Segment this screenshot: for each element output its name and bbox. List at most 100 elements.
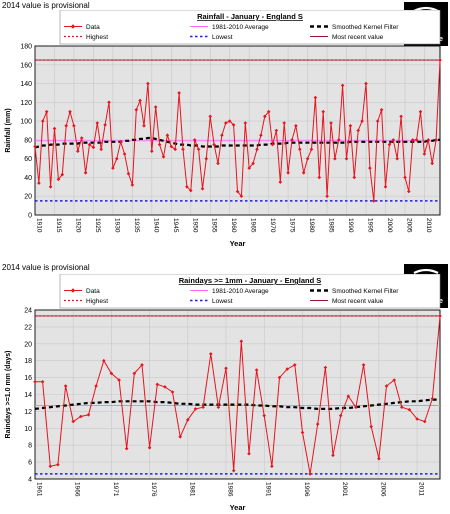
data-point xyxy=(235,189,240,194)
data-point xyxy=(161,155,166,159)
y-tick-label: 0 xyxy=(28,213,32,220)
data-point xyxy=(68,109,72,114)
y-tick-label: 160 xyxy=(20,62,32,69)
data-point xyxy=(336,138,341,142)
data-point xyxy=(309,147,314,152)
x-tick-label: 1930 xyxy=(113,218,120,233)
data-point xyxy=(364,81,368,86)
legend-label: 1981-2010 Average xyxy=(212,24,269,31)
data-point xyxy=(79,414,83,419)
legend: Rainfall - January - England S Data 1981-2… xyxy=(59,10,441,45)
data-point xyxy=(227,119,232,123)
x-tick-label: 1981 xyxy=(188,482,195,497)
data-point xyxy=(251,161,255,166)
data-point xyxy=(177,91,181,95)
x-tick-label: 1990 xyxy=(347,218,354,233)
legend-marker-data xyxy=(70,288,76,293)
x-tick-label: 1986 xyxy=(227,482,234,497)
data-point xyxy=(331,453,335,458)
x-tick-label: 1976 xyxy=(150,482,157,497)
y-tick-label: 12 xyxy=(24,409,32,416)
raindays-chart-panel: 2014 value is provisional Met Office Rai… xyxy=(0,262,450,514)
data-point xyxy=(315,422,320,426)
data-point xyxy=(438,314,442,318)
y-tick-label: 80 xyxy=(24,137,32,144)
y-tick-label: 20 xyxy=(24,341,32,348)
x-tick-label: 1920 xyxy=(74,218,81,233)
legend-label: Highest xyxy=(86,34,108,41)
data-point xyxy=(317,175,322,180)
data-point xyxy=(430,161,434,166)
y-tick-label: 180 xyxy=(20,44,32,51)
x-tick-label: 1955 xyxy=(211,218,218,233)
data-point xyxy=(91,145,96,150)
data-point xyxy=(415,417,419,421)
data-point xyxy=(352,175,357,180)
data-point xyxy=(369,424,373,429)
data-point xyxy=(434,138,438,142)
data-point xyxy=(239,339,244,344)
x-tick-label: 1971 xyxy=(112,482,119,497)
data-point xyxy=(33,144,37,149)
data-point xyxy=(204,156,209,161)
data-point xyxy=(157,142,162,147)
data-point xyxy=(231,468,236,473)
data-point xyxy=(95,121,100,125)
data-point xyxy=(200,186,205,191)
data-point xyxy=(329,121,333,125)
x-tick-label: 2005 xyxy=(405,218,412,233)
data-point xyxy=(270,464,274,469)
data-point xyxy=(392,378,396,382)
plot-border xyxy=(34,309,441,480)
x-tick-label: 1940 xyxy=(152,218,159,233)
data-point xyxy=(313,95,318,100)
data-point xyxy=(379,108,384,112)
data-point xyxy=(122,152,127,156)
data-point xyxy=(52,126,57,131)
data-point xyxy=(201,405,205,409)
data-point xyxy=(48,464,53,469)
x-tick-label: 2006 xyxy=(379,482,386,497)
data-point xyxy=(356,128,360,133)
data-point xyxy=(83,170,88,175)
data-point xyxy=(247,166,251,170)
y-tick-label: 100 xyxy=(20,119,32,126)
data-point xyxy=(340,83,345,88)
legend-label: Most recent value xyxy=(332,298,384,305)
data-point xyxy=(224,121,228,125)
data-point xyxy=(301,170,306,175)
y-tick-label: 22 xyxy=(24,324,32,331)
x-tick-label: 1966 xyxy=(74,482,81,497)
data-point xyxy=(438,58,442,62)
data-point xyxy=(178,434,182,439)
x-tick-label: 1960 xyxy=(230,218,237,233)
data-point xyxy=(285,367,289,371)
data-point xyxy=(64,124,68,128)
legend-marker-data xyxy=(70,24,76,29)
data-point xyxy=(282,121,286,125)
data-point xyxy=(426,138,431,142)
x-tick-label: 2000 xyxy=(386,218,393,233)
data-point xyxy=(153,105,158,109)
data-point xyxy=(124,446,129,451)
y-axis-label: Rainfall (mm) xyxy=(5,108,12,152)
data-series-line xyxy=(35,315,441,474)
x-tick-label: 1995 xyxy=(367,218,374,233)
data-point xyxy=(400,405,404,409)
data-point xyxy=(387,142,392,147)
legend: Raindays >= 1mm - January - England S Dat… xyxy=(59,274,441,309)
y-tick-label: 60 xyxy=(24,156,32,163)
data-point xyxy=(87,142,92,147)
data-point xyxy=(173,147,177,152)
data-point xyxy=(72,124,76,128)
data-point xyxy=(286,170,290,175)
legend-label: Data xyxy=(86,24,100,31)
legend-label: Smoothed Kernel Filter xyxy=(332,24,399,31)
x-tick-label: 1965 xyxy=(250,218,257,233)
data-point xyxy=(142,124,146,128)
data-point xyxy=(138,98,142,103)
y-tick-label: 140 xyxy=(20,81,32,88)
data-point xyxy=(170,390,175,394)
y-tick-label: 8 xyxy=(28,443,32,450)
data-point xyxy=(134,108,139,112)
